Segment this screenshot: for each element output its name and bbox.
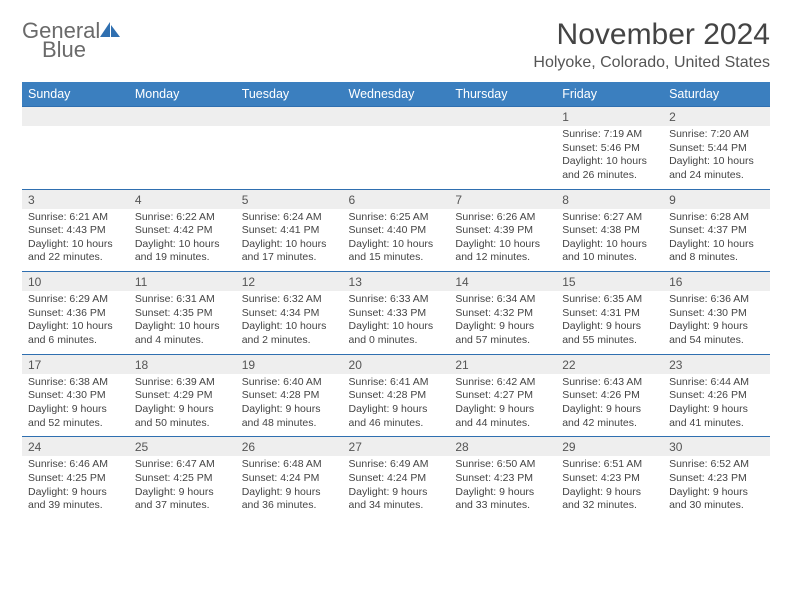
day-cell: Sunrise: 6:28 AMSunset: 4:37 PMDaylight:… [663, 209, 770, 272]
date-number: 20 [343, 354, 450, 374]
day-header: Friday [556, 82, 663, 107]
date-number [236, 107, 343, 127]
day-cell: Sunrise: 6:52 AMSunset: 4:23 PMDaylight:… [663, 456, 770, 519]
day-cell: Sunrise: 6:26 AMSunset: 4:39 PMDaylight:… [449, 209, 556, 272]
day-cell: Sunrise: 6:51 AMSunset: 4:23 PMDaylight:… [556, 456, 663, 519]
day-cell: Sunrise: 6:38 AMSunset: 4:30 PMDaylight:… [22, 374, 129, 437]
day-cell: Sunrise: 6:41 AMSunset: 4:28 PMDaylight:… [343, 374, 450, 437]
day-header: Tuesday [236, 82, 343, 107]
day-cell: Sunrise: 6:47 AMSunset: 4:25 PMDaylight:… [129, 456, 236, 519]
day-cell: Sunrise: 6:34 AMSunset: 4:32 PMDaylight:… [449, 291, 556, 354]
day-cell [129, 126, 236, 189]
date-number: 14 [449, 272, 556, 292]
date-number: 19 [236, 354, 343, 374]
day-cell: Sunrise: 6:50 AMSunset: 4:23 PMDaylight:… [449, 456, 556, 519]
month-title: November 2024 [533, 18, 770, 52]
date-number [449, 107, 556, 127]
day-header: Saturday [663, 82, 770, 107]
date-number: 7 [449, 189, 556, 209]
day-cell [236, 126, 343, 189]
date-number: 21 [449, 354, 556, 374]
date-number-row: 17181920212223 [22, 354, 770, 374]
date-number: 27 [343, 437, 450, 457]
info-row: Sunrise: 6:29 AMSunset: 4:36 PMDaylight:… [22, 291, 770, 354]
day-cell: Sunrise: 6:29 AMSunset: 4:36 PMDaylight:… [22, 291, 129, 354]
info-row: Sunrise: 6:46 AMSunset: 4:25 PMDaylight:… [22, 456, 770, 519]
logo: General Blue [22, 18, 121, 66]
date-number: 23 [663, 354, 770, 374]
date-number-row: 10111213141516 [22, 272, 770, 292]
date-number: 22 [556, 354, 663, 374]
header: General Blue November 2024 Holyoke, Colo… [22, 18, 770, 72]
day-cell: Sunrise: 6:25 AMSunset: 4:40 PMDaylight:… [343, 209, 450, 272]
day-header: Sunday [22, 82, 129, 107]
day-cell: Sunrise: 6:42 AMSunset: 4:27 PMDaylight:… [449, 374, 556, 437]
date-number: 28 [449, 437, 556, 457]
date-number: 1 [556, 107, 663, 127]
date-number-row: 3456789 [22, 189, 770, 209]
day-cell: Sunrise: 6:31 AMSunset: 4:35 PMDaylight:… [129, 291, 236, 354]
date-number: 2 [663, 107, 770, 127]
day-cell: Sunrise: 6:48 AMSunset: 4:24 PMDaylight:… [236, 456, 343, 519]
date-number: 15 [556, 272, 663, 292]
date-number-row: 12 [22, 107, 770, 127]
day-cell: Sunrise: 6:39 AMSunset: 4:29 PMDaylight:… [129, 374, 236, 437]
date-number: 3 [22, 189, 129, 209]
info-row: Sunrise: 7:19 AMSunset: 5:46 PMDaylight:… [22, 126, 770, 189]
day-cell [343, 126, 450, 189]
date-number: 13 [343, 272, 450, 292]
day-header: Wednesday [343, 82, 450, 107]
date-number: 10 [22, 272, 129, 292]
logo-text-blue: Blue [42, 37, 86, 62]
date-number: 29 [556, 437, 663, 457]
date-number: 11 [129, 272, 236, 292]
day-cell: Sunrise: 6:21 AMSunset: 4:43 PMDaylight:… [22, 209, 129, 272]
date-number: 25 [129, 437, 236, 457]
date-number: 12 [236, 272, 343, 292]
day-cell: Sunrise: 6:40 AMSunset: 4:28 PMDaylight:… [236, 374, 343, 437]
day-header: Thursday [449, 82, 556, 107]
date-number: 16 [663, 272, 770, 292]
logo-sail-icon [99, 20, 121, 43]
day-cell: Sunrise: 6:43 AMSunset: 4:26 PMDaylight:… [556, 374, 663, 437]
date-number: 18 [129, 354, 236, 374]
day-cell: Sunrise: 6:32 AMSunset: 4:34 PMDaylight:… [236, 291, 343, 354]
date-number: 9 [663, 189, 770, 209]
date-number [343, 107, 450, 127]
title-block: November 2024 Holyoke, Colorado, United … [533, 18, 770, 72]
day-header-row: SundayMondayTuesdayWednesdayThursdayFrid… [22, 82, 770, 107]
date-number-row: 24252627282930 [22, 437, 770, 457]
date-number: 17 [22, 354, 129, 374]
day-cell: Sunrise: 6:24 AMSunset: 4:41 PMDaylight:… [236, 209, 343, 272]
calendar-table: SundayMondayTuesdayWednesdayThursdayFrid… [22, 82, 770, 519]
location: Holyoke, Colorado, United States [533, 54, 770, 72]
info-row: Sunrise: 6:38 AMSunset: 4:30 PMDaylight:… [22, 374, 770, 437]
date-number: 4 [129, 189, 236, 209]
day-cell: Sunrise: 6:36 AMSunset: 4:30 PMDaylight:… [663, 291, 770, 354]
date-number [129, 107, 236, 127]
date-number: 8 [556, 189, 663, 209]
date-number [22, 107, 129, 127]
day-header: Monday [129, 82, 236, 107]
info-row: Sunrise: 6:21 AMSunset: 4:43 PMDaylight:… [22, 209, 770, 272]
day-cell [449, 126, 556, 189]
day-cell [22, 126, 129, 189]
day-cell: Sunrise: 6:49 AMSunset: 4:24 PMDaylight:… [343, 456, 450, 519]
day-cell: Sunrise: 6:44 AMSunset: 4:26 PMDaylight:… [663, 374, 770, 437]
day-cell: Sunrise: 6:35 AMSunset: 4:31 PMDaylight:… [556, 291, 663, 354]
date-number: 26 [236, 437, 343, 457]
date-number: 24 [22, 437, 129, 457]
day-cell: Sunrise: 6:22 AMSunset: 4:42 PMDaylight:… [129, 209, 236, 272]
day-cell: Sunrise: 6:33 AMSunset: 4:33 PMDaylight:… [343, 291, 450, 354]
day-cell: Sunrise: 6:46 AMSunset: 4:25 PMDaylight:… [22, 456, 129, 519]
day-cell: Sunrise: 7:20 AMSunset: 5:44 PMDaylight:… [663, 126, 770, 189]
date-number: 5 [236, 189, 343, 209]
day-cell: Sunrise: 6:27 AMSunset: 4:38 PMDaylight:… [556, 209, 663, 272]
date-number: 30 [663, 437, 770, 457]
date-number: 6 [343, 189, 450, 209]
day-cell: Sunrise: 7:19 AMSunset: 5:46 PMDaylight:… [556, 126, 663, 189]
